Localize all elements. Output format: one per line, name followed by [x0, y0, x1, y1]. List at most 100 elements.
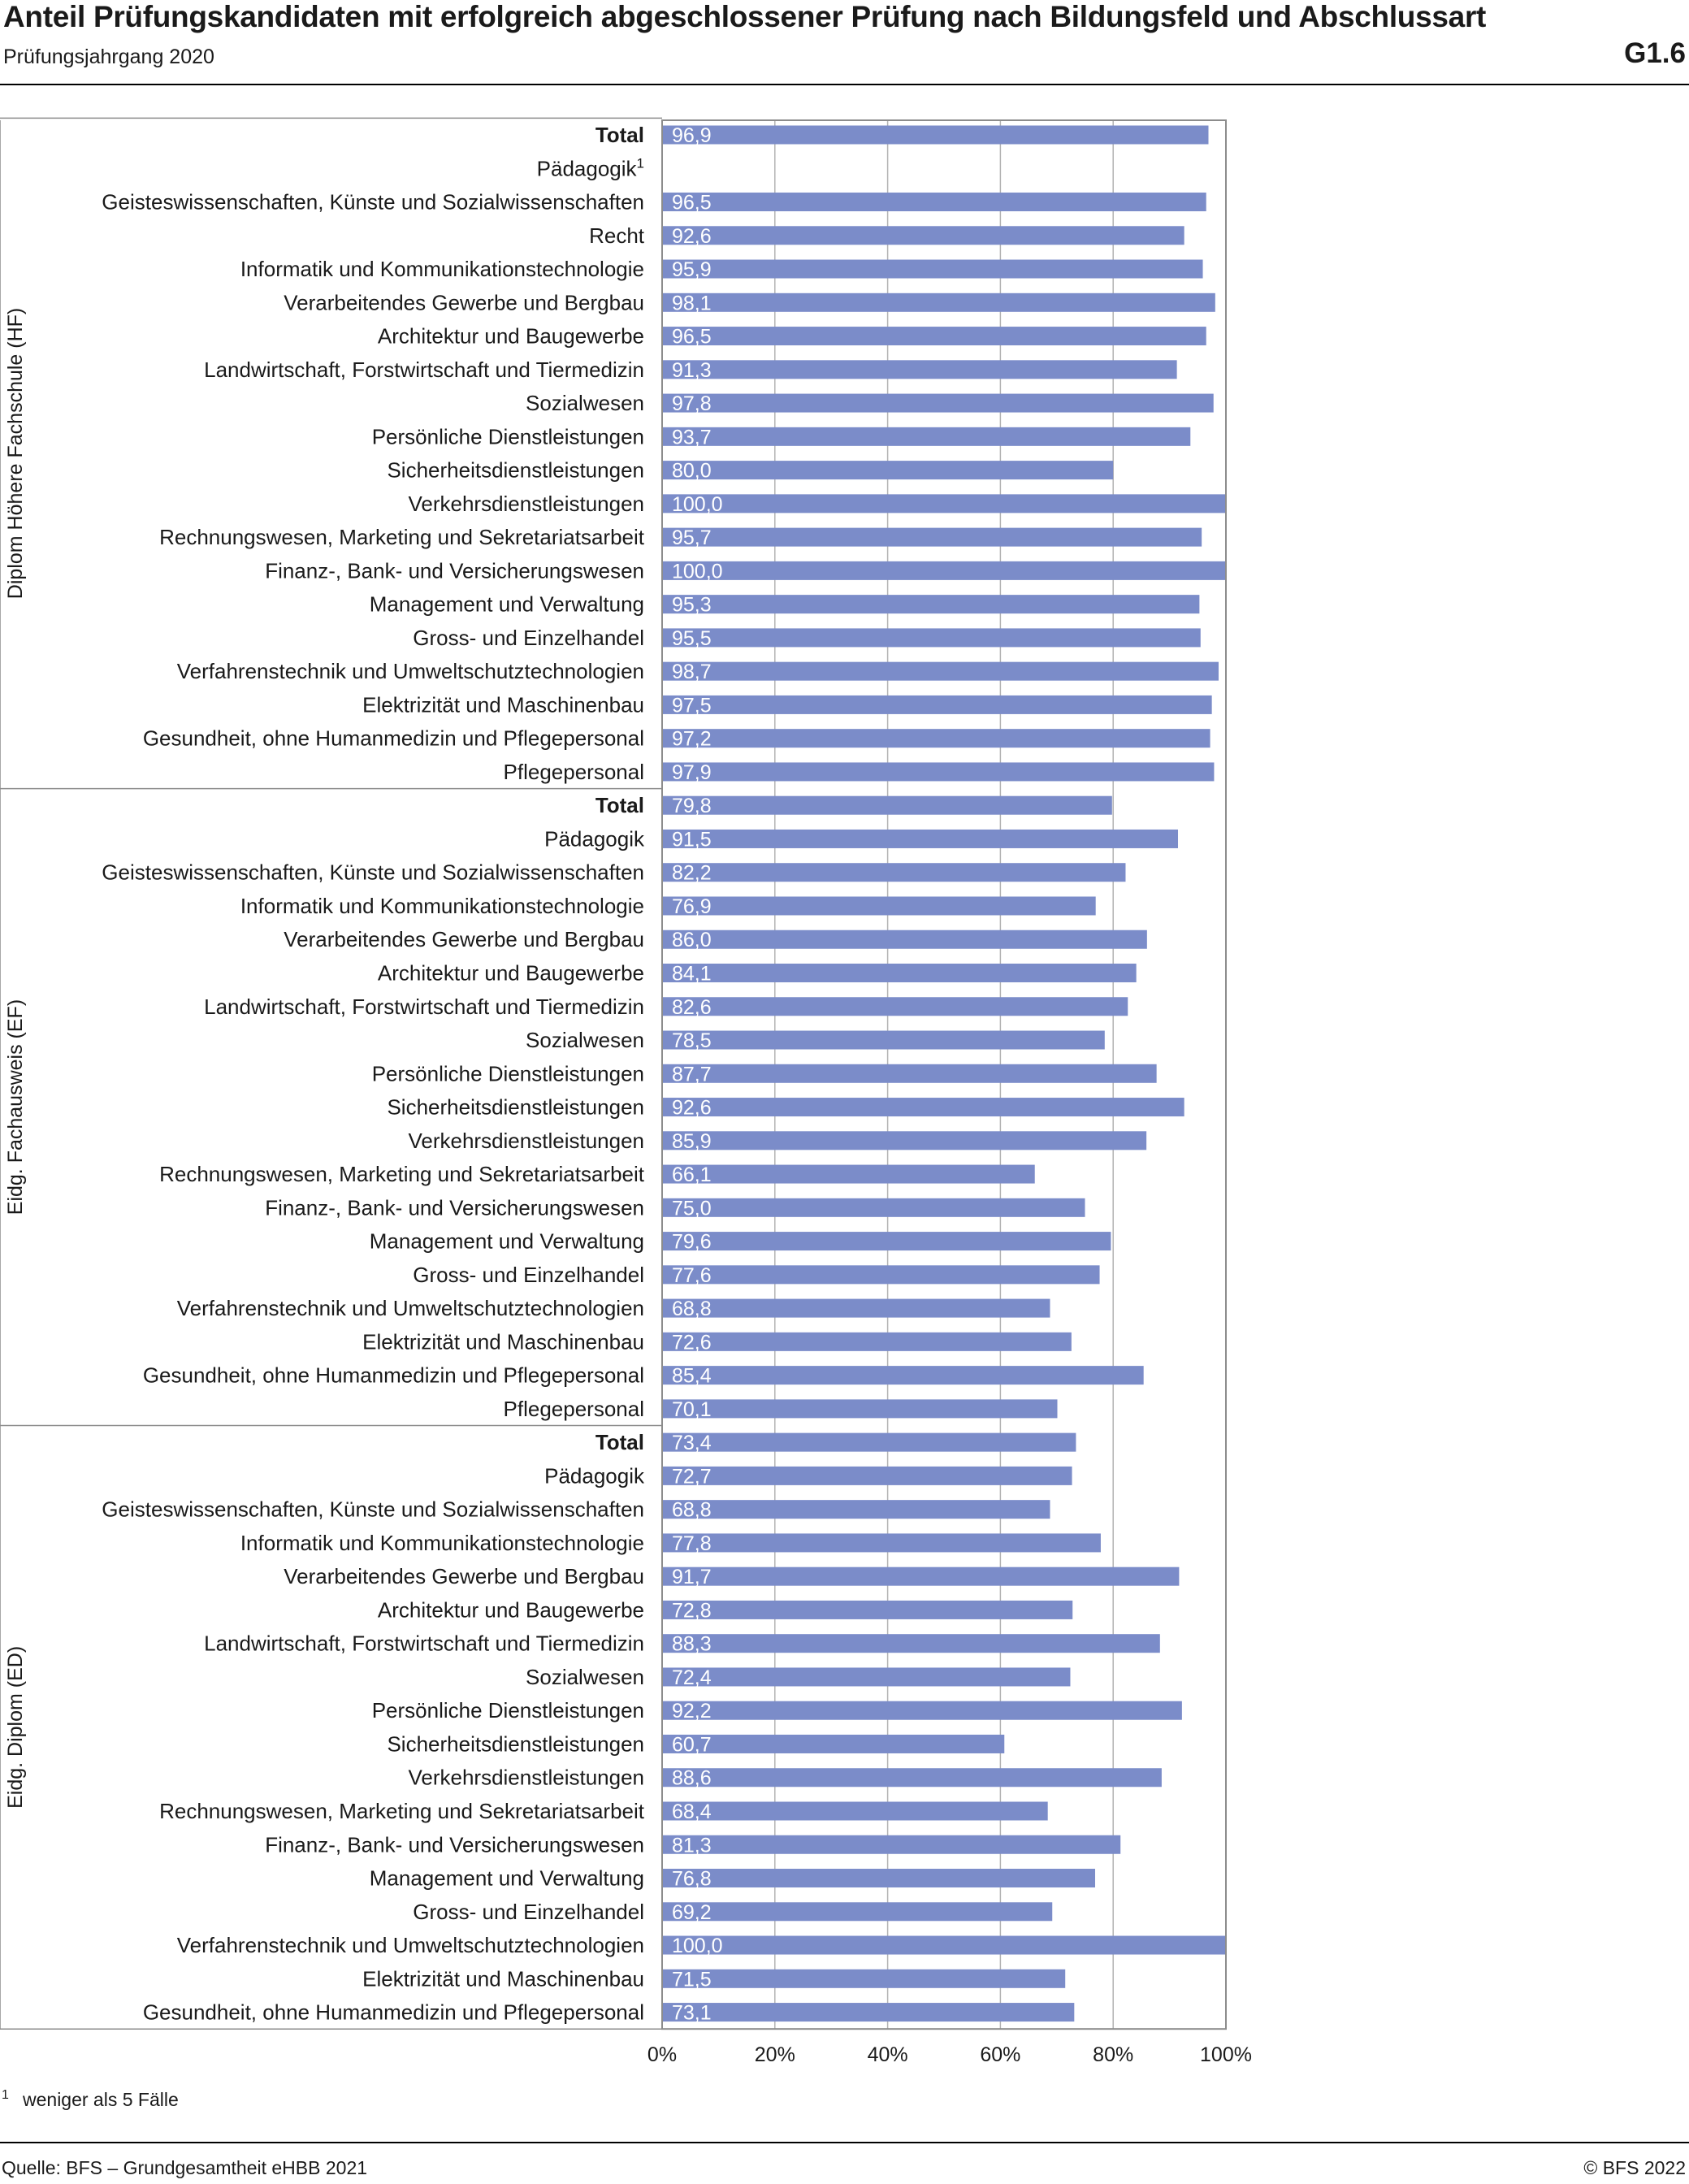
bar-value-label: 81,3: [672, 1834, 712, 1857]
category-label: Gross- und Einzelhandel: [413, 626, 644, 650]
bar-value-label: 80,0: [672, 460, 712, 483]
category-label: Gross- und Einzelhandel: [413, 1900, 644, 1924]
bar-value-label: 95,9: [672, 258, 712, 281]
x-tick-label: 60%: [980, 2043, 1020, 2066]
bar: [662, 628, 1201, 648]
source-text: Quelle: BFS – Grundgesamtheit eHBB 2021: [2, 2157, 368, 2178]
bar-value-label: 93,7: [672, 426, 712, 448]
x-tick-label: 100%: [1200, 2043, 1252, 2066]
bar-value-label: 95,5: [672, 627, 712, 650]
bar: [662, 1701, 1182, 1720]
category-label: Verkehrsdienstleistungen: [408, 1766, 644, 1790]
group-label: Eidg. Fachausweis (EF): [4, 999, 27, 1215]
bar: [662, 1533, 1101, 1553]
bar-value-label: 97,8: [672, 392, 712, 415]
category-label: Geisteswissenschaften, Künste und Sozial…: [102, 190, 644, 214]
category-label: Verkehrsdienstleistungen: [408, 1129, 644, 1153]
footer-rule: [0, 2142, 1689, 2143]
category-label: Elektrizität und Maschinenbau: [362, 692, 644, 717]
bar-value-label: 73,1: [672, 2002, 712, 2025]
bar: [662, 695, 1212, 714]
category-label: Pädagogik1: [537, 155, 644, 180]
category-label: Gross- und Einzelhandel: [413, 1263, 644, 1287]
category-label: Gesundheit, ohne Humanmedizin und Pflege…: [143, 2000, 644, 2025]
category-label: Gesundheit, ohne Humanmedizin und Pflege…: [143, 726, 644, 751]
bar-value-label: 97,5: [672, 694, 712, 717]
category-label: Rechnungswesen, Marketing und Sekretaria…: [159, 1162, 645, 1186]
bar-value-label: 92,6: [672, 1097, 712, 1120]
copyright-text: © BFS 2022: [1583, 2157, 1686, 2178]
bar-value-label: 76,9: [672, 895, 712, 918]
bar-value-label: 76,8: [672, 1868, 712, 1891]
category-label: Finanz-, Bank- und Versicherungswesen: [265, 558, 644, 583]
bar: [662, 1332, 1072, 1351]
bar: [662, 863, 1126, 882]
bar: [662, 226, 1184, 245]
bar-value-label: 72,8: [672, 1599, 712, 1622]
category-label: Persönliche Dienstleistungen: [372, 1698, 644, 1722]
category-label: Verarbeitendes Gewerbe und Bergbau: [284, 290, 644, 314]
bar: [662, 997, 1128, 1016]
bar-value-label: 88,3: [672, 1633, 712, 1656]
x-tick-label: 0%: [647, 2043, 677, 2066]
bar: [662, 964, 1137, 982]
bar-value-label: 84,1: [672, 963, 712, 986]
category-label: Landwirtschaft, Forstwirtschaft und Tier…: [204, 1632, 644, 1656]
category-label: Verfahrenstechnik und Umweltschutztechno…: [177, 659, 644, 683]
category-label: Management und Verwaltung: [370, 1229, 644, 1254]
bar: [662, 1131, 1147, 1150]
footnote-marker: 1: [2, 2088, 9, 2102]
bar-value-label: 77,8: [672, 1532, 712, 1555]
bar-value-label: 82,6: [672, 996, 712, 1019]
category-label: Sicherheitsdienstleistungen: [387, 1731, 644, 1756]
category-label: Verfahrenstechnik und Umweltschutztechno…: [177, 1933, 644, 1957]
bar: [662, 360, 1177, 379]
bar-value-label: 60,7: [672, 1733, 712, 1756]
bar: [662, 896, 1096, 916]
category-label: Sicherheitsdienstleistungen: [387, 458, 644, 483]
bar: [662, 1366, 1144, 1385]
plot-frame: [661, 119, 1227, 2030]
bar: [662, 193, 1206, 212]
chart-subtitle: Prüfungsjahrgang 2020: [3, 46, 214, 68]
bar: [662, 461, 1114, 480]
bar-value-label: 96,5: [672, 192, 712, 214]
category-label: Management und Verwaltung: [370, 1866, 644, 1891]
bar-value-label: 97,9: [672, 761, 712, 784]
category-label: Pädagogik: [544, 1463, 645, 1488]
category-label: Finanz-, Bank- und Versicherungswesen: [265, 1195, 644, 1220]
bar: [662, 1030, 1105, 1050]
bar: [662, 595, 1200, 614]
bar-value-label: 100,0: [672, 1935, 723, 1957]
category-label: Landwirtschaft, Forstwirtschaft und Tier…: [204, 358, 644, 382]
bar-chart: Diplom Höhere Fachschule (HF) Total 96,9 Pä…: [0, 117, 1252, 2066]
category-label: Total: [595, 1430, 644, 1454]
bar-value-label: 79,8: [672, 795, 712, 817]
chart-code: G1.6: [1624, 37, 1686, 69]
category-label: Recht: [589, 223, 645, 248]
bar: [662, 292, 1215, 312]
bar: [662, 1298, 1050, 1318]
category-label: Finanz-, Bank- und Versicherungswesen: [265, 1832, 644, 1857]
category-label: Informatik und Kommunikationstechnologie: [240, 257, 644, 281]
header-rule: [0, 84, 1689, 85]
bar-value-label: 92,2: [672, 1700, 712, 1722]
bar: [662, 527, 1202, 547]
bar-value-label: 68,8: [672, 1499, 712, 1522]
bar-value-label: 82,2: [672, 862, 712, 885]
bar-value-label: 86,0: [672, 929, 712, 951]
category-label: Verfahrenstechnik und Umweltschutztechno…: [177, 1296, 644, 1320]
bar: [662, 1064, 1157, 1083]
bar: [662, 1969, 1066, 1988]
bar-value-label: 100,0: [672, 493, 723, 516]
category-label: Sozialwesen: [526, 1028, 644, 1052]
bar-value-label: 97,2: [672, 728, 712, 751]
category-label: Sozialwesen: [526, 391, 644, 415]
group-label: Eidg. Diplom (ED): [4, 1646, 27, 1809]
bar: [662, 1667, 1071, 1687]
bar: [662, 1098, 1184, 1117]
bar-value-label: 95,7: [672, 526, 712, 549]
category-label: Rechnungswesen, Marketing und Sekretaria…: [159, 525, 645, 549]
bar: [662, 259, 1203, 279]
category-label: Pflegepersonal: [504, 760, 644, 784]
